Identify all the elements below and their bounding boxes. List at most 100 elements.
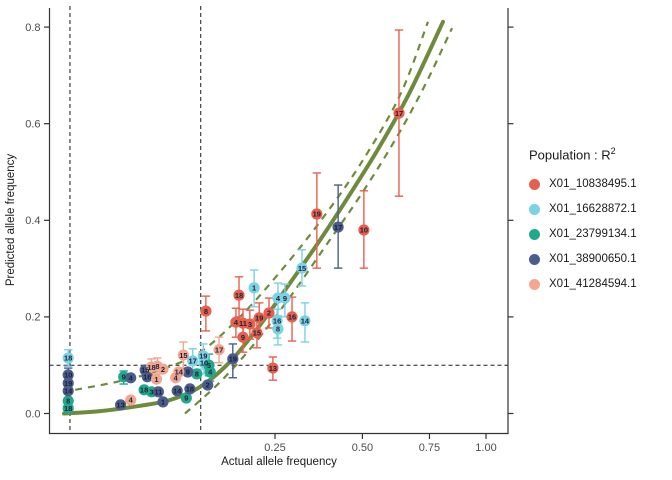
legend-item: X01_23799134.1 — [529, 228, 669, 240]
data-point-label: 18 — [64, 404, 72, 413]
data-point — [180, 392, 192, 404]
data-point-label: 19 — [199, 352, 207, 361]
data-point-label: 8 — [204, 307, 208, 316]
data-point — [177, 349, 189, 361]
data-point-label: 4 — [276, 294, 281, 303]
data-point — [62, 352, 74, 364]
axes: 0.0 0.2 0.4 0.6 0.8 0.25 0.50 0.75 1.00 — [25, 8, 514, 454]
y-tick-label: 0.6 — [25, 119, 40, 131]
y-tick-label: 0.0 — [25, 408, 40, 420]
data-point-label: 14 — [64, 387, 73, 396]
data-point-label: 8 — [155, 362, 159, 371]
x-tick-label: 0.50 — [352, 442, 373, 454]
data-point-label: 18 — [147, 363, 155, 372]
y-tick-label: 0.8 — [25, 22, 40, 34]
data-point — [184, 383, 196, 395]
data-point-label: 11 — [239, 319, 247, 328]
data-point-label: 18 — [140, 386, 148, 395]
legend-swatch-icon — [529, 253, 540, 265]
data-point-label: 17 — [215, 345, 223, 354]
data-point — [233, 289, 245, 301]
data-point — [237, 331, 249, 343]
data-point — [393, 107, 405, 119]
data-point-label: 16 — [273, 317, 281, 326]
data-point-label: 18 — [186, 385, 194, 394]
x-tick-label: 1.00 — [475, 442, 496, 454]
data-point — [125, 372, 137, 384]
data-point — [157, 396, 169, 408]
legend-item: X01_16628872.1 — [529, 203, 669, 215]
legend: Population : R2 X01_10838495.1 X01_16628… — [529, 146, 669, 303]
data-point — [204, 366, 216, 378]
data-point-label: 9 — [184, 394, 188, 403]
data-point-label: 11 — [154, 388, 162, 397]
data-point-label: 14 — [175, 368, 184, 377]
data-point-label: 15 — [141, 366, 149, 375]
data-point — [251, 327, 263, 339]
data-point — [191, 368, 203, 380]
reference-lines — [49, 6, 508, 434]
data-point-label: 1 — [252, 284, 256, 293]
data-point-label: 3 — [149, 388, 153, 397]
data-point-label: 9 — [241, 333, 245, 342]
data-point — [263, 307, 275, 319]
legend-swatch-icon — [529, 278, 540, 290]
data-point — [311, 208, 323, 220]
data-point-label: 19 — [255, 314, 263, 323]
data-point — [150, 373, 163, 385]
data-point-label: 16 — [288, 313, 296, 322]
data-point — [157, 363, 169, 375]
data-point-label: 4 — [208, 368, 213, 377]
data-point-label: 4 — [129, 396, 134, 405]
data-point-label: 4 — [174, 374, 179, 383]
data-point — [213, 344, 225, 356]
data-point-label: 15 — [179, 351, 187, 360]
data-point — [227, 353, 239, 365]
data-point-label: 2 — [206, 381, 210, 390]
data-point-label: 10 — [200, 359, 208, 368]
data-point-label: 14 — [173, 387, 182, 396]
legend-label: X01_41284594.1 — [549, 278, 637, 291]
legend-label: X01_10838495.1 — [549, 178, 637, 191]
x-tick-label: 0.75 — [419, 442, 440, 454]
data-point-label: 18 — [235, 291, 243, 300]
data-point-label: 15 — [253, 329, 261, 338]
legend-label: X01_23799134.1 — [549, 228, 637, 241]
data-point-label: 4 — [129, 374, 134, 383]
data-point — [141, 371, 153, 383]
data-point — [267, 362, 279, 374]
data-point-label: 19 — [64, 379, 72, 388]
data-point-label: 19 — [229, 355, 237, 364]
data-point — [332, 221, 344, 233]
legend-swatch-icon — [529, 203, 540, 215]
data-point-label: 10 — [64, 371, 72, 380]
data-point-label: 5 — [207, 361, 211, 370]
data-point — [202, 379, 214, 391]
data-point — [272, 323, 284, 335]
y-tick-label: 0.4 — [25, 215, 40, 227]
legend-item: X01_38900650.1 — [529, 253, 669, 265]
data-point — [187, 355, 199, 367]
data-point-label: 18 — [64, 354, 72, 363]
data-point-label: 1 — [161, 398, 165, 407]
legend-title: Population : R2 — [529, 146, 669, 162]
legend-label: X01_16628872.1 — [549, 203, 637, 216]
data-point — [200, 305, 212, 317]
data-point-label: 17 — [395, 109, 403, 118]
legend-title-text: Population : R — [529, 147, 611, 163]
data-point-label: 4 — [234, 318, 239, 327]
data-point — [253, 312, 265, 324]
data-point-label: 9 — [122, 373, 126, 382]
data-point-label: 8 — [66, 397, 70, 406]
data-point-label: 15 — [298, 264, 306, 273]
y-tick-label: 0.2 — [25, 312, 40, 324]
legend-item: X01_10838495.1 — [529, 178, 669, 190]
data-point — [271, 315, 283, 327]
data-point-label: 2 — [267, 309, 271, 318]
data-point-label: 19 — [313, 210, 321, 219]
y-axis-title: Predicted allele frequency — [5, 154, 17, 287]
data-point — [358, 224, 370, 236]
data-point — [152, 386, 164, 398]
